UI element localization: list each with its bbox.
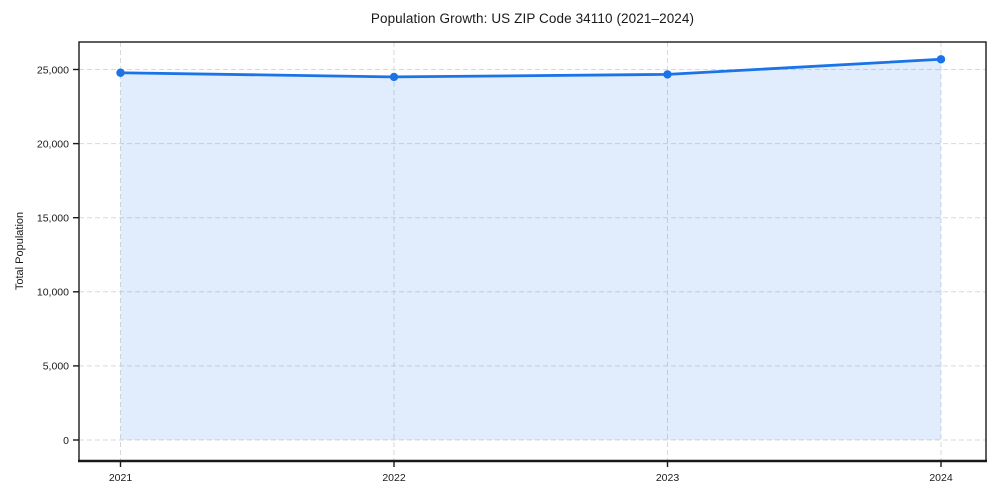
chart-title: Population Growth: US ZIP Code 34110 (20…: [370, 11, 695, 26]
y-tick-label: 5,000: [43, 361, 69, 373]
y-tick-label: 25,000: [37, 64, 69, 76]
x-tick-label: 2023: [656, 472, 680, 484]
data-point: [116, 68, 125, 77]
data-point: [936, 55, 946, 64]
x-tick-label: 2022: [382, 472, 406, 484]
area-fill: [120, 59, 941, 440]
y-tick-label: 0: [63, 435, 69, 447]
y-tick-label: 10,000: [37, 287, 69, 299]
y-tick-label: 15,000: [37, 213, 69, 225]
y-tick-label: 20,000: [37, 138, 69, 150]
data-line: [119, 57, 943, 79]
data-point: [389, 72, 399, 82]
x-tick-label: 2021: [109, 472, 133, 484]
x-tick-label: 2024: [929, 472, 953, 484]
data-point: [663, 70, 672, 79]
